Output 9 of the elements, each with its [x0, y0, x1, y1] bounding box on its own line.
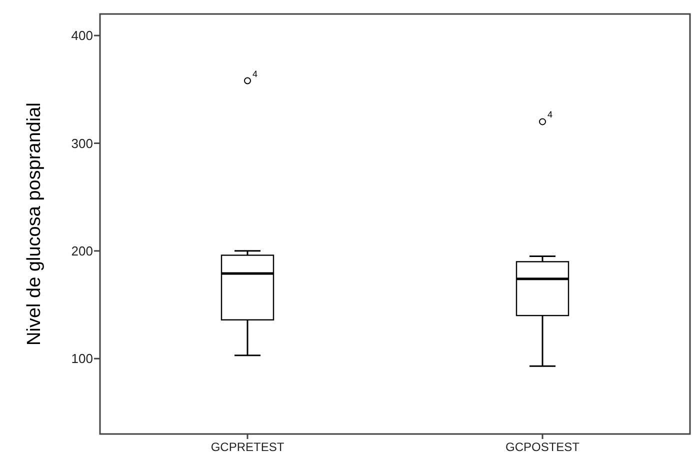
annotation: 4 [252, 68, 258, 79]
y-tick-label: 100 [71, 351, 93, 366]
y-tick-label: 400 [71, 28, 93, 44]
x-tick-label: GCPRETEST [210, 440, 285, 454]
x-tick-label: GCPOSTEST [505, 440, 580, 454]
y-tick-label: 300 [71, 136, 93, 151]
annotation: 4 [548, 110, 553, 120]
y-tick-label: 200 [71, 243, 93, 258]
y-axis-title: Nivel de glucosa posprandial [24, 102, 45, 346]
